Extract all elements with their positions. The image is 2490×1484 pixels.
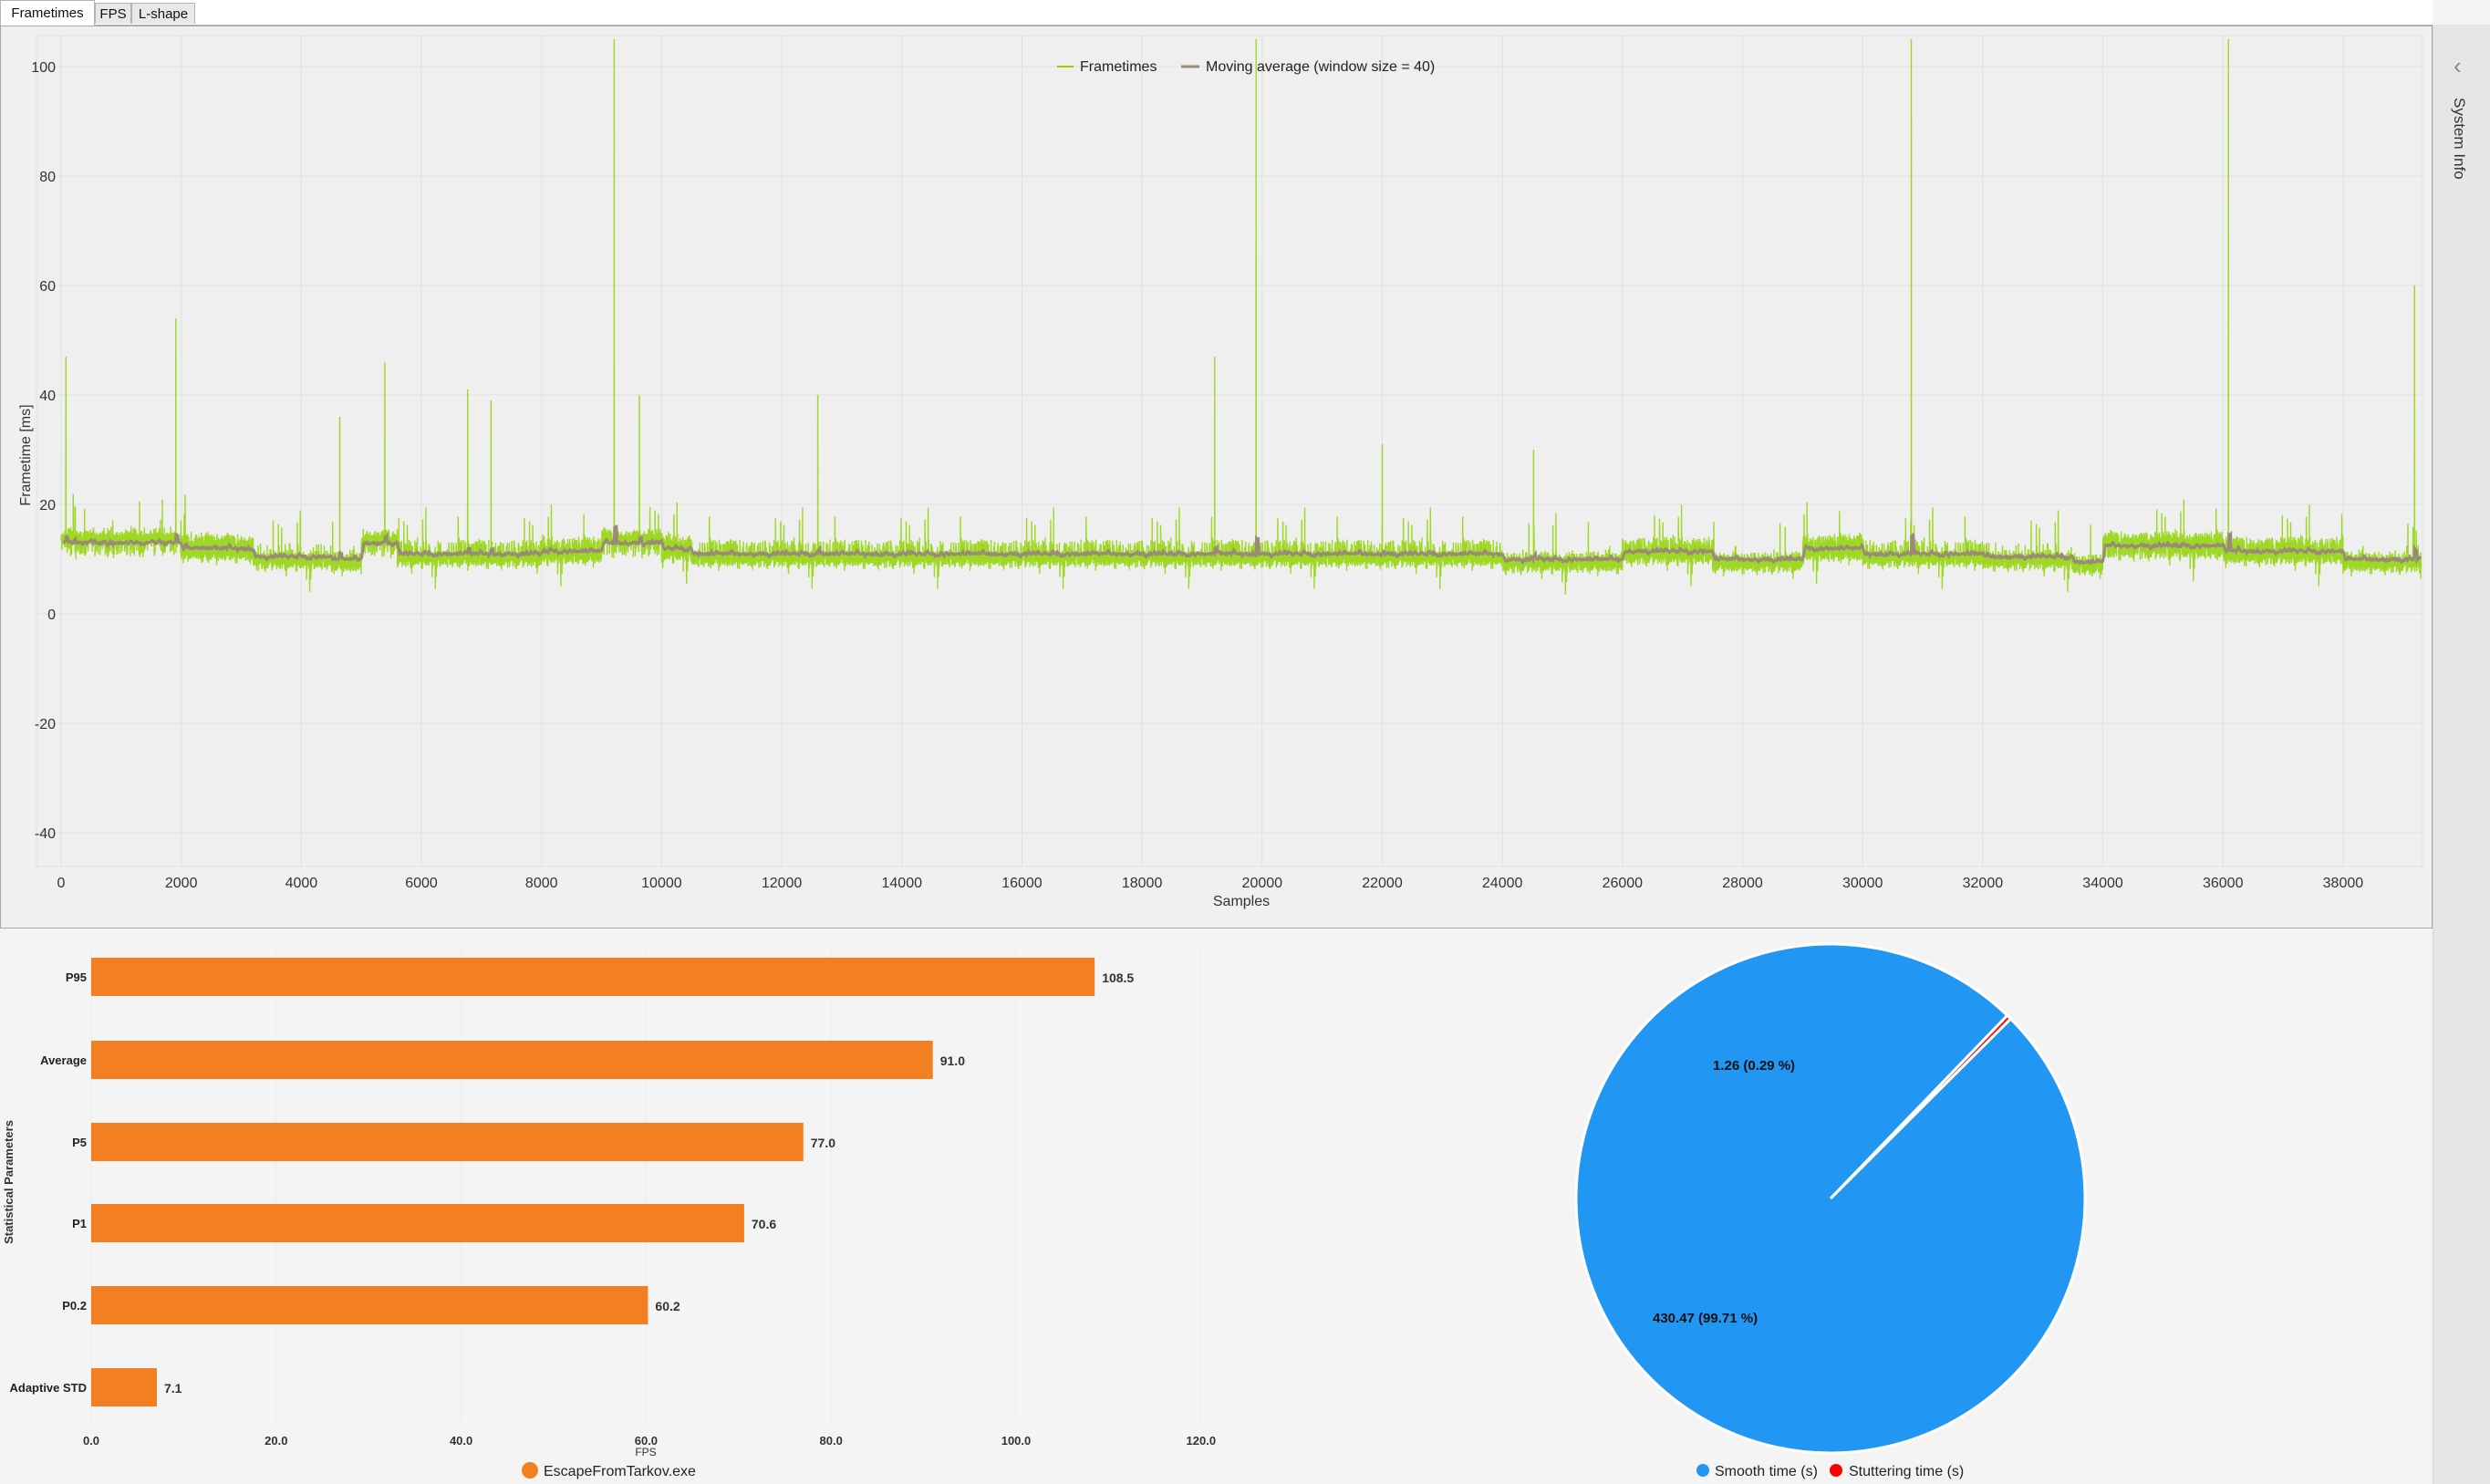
x-tick-label: 26000 xyxy=(1603,876,1644,891)
pie-label-stuttering: 1.26 (0.29 %) xyxy=(1713,1058,1795,1074)
x-tick-label: 6000 xyxy=(405,876,438,891)
x-tick-label: 24000 xyxy=(1482,876,1523,891)
bar-p1 xyxy=(91,1204,744,1242)
legend-stuttering-swatch xyxy=(1830,1464,1842,1477)
x-tick-label: 10000 xyxy=(641,876,682,891)
bar-adaptive-std xyxy=(91,1368,157,1406)
x-tick-label: 34000 xyxy=(2082,876,2123,891)
x-tick-label: 20000 xyxy=(1242,876,1283,891)
x-tick-label: 60.0 xyxy=(635,1434,658,1448)
bar-average xyxy=(91,1041,933,1079)
y-tick-label: -40 xyxy=(35,826,56,842)
moving-average-series-line xyxy=(63,524,2423,566)
y-tick-label: 0 xyxy=(47,607,56,623)
category-label: P5 xyxy=(72,1136,87,1149)
pie-slice-stuttering xyxy=(1829,1013,2013,1200)
tab-bar: Frametimes FPS L-shape xyxy=(0,0,2433,26)
bar-p0-2 xyxy=(91,1286,648,1324)
system-info-label[interactable]: System Info xyxy=(2451,98,2468,180)
x-tick-label: 14000 xyxy=(882,876,923,891)
bar-value-label: 60.2 xyxy=(655,1299,680,1313)
x-tick-label: 16000 xyxy=(1001,876,1043,891)
y-tick-label: -20 xyxy=(35,717,56,732)
y-tick-label: 80 xyxy=(39,170,56,185)
x-tick-label: 38000 xyxy=(2323,876,2364,891)
legend-frametimes-label: Frametimes xyxy=(1080,59,1157,75)
bar-value-label: 91.0 xyxy=(940,1053,965,1068)
y-tick-label: 100 xyxy=(31,60,56,76)
bar-value-label: 70.6 xyxy=(752,1217,776,1231)
stutter-pie-chart: 1.26 (0.29 %) 430.47 (99.71 %) Smooth time… xyxy=(1574,942,2087,1479)
frametimes-chart: 100 80 60 40 20 0 -20 -40 0 2000 4000 6000 8000 10000… xyxy=(18,35,2423,909)
legend-label: EscapeFromTarkov.exe xyxy=(544,1464,696,1479)
category-label: P1 xyxy=(72,1217,87,1230)
x-tick-label: 4000 xyxy=(285,876,318,891)
x-axis-title: FPS xyxy=(635,1446,656,1458)
plot-area xyxy=(36,35,2423,867)
bar-value-label: 108.5 xyxy=(1102,970,1134,985)
frametimes-chart-panel: 100 80 60 40 20 0 -20 -40 0 2000 4000 6000 8000 10000… xyxy=(0,26,2433,929)
y-axis-title: Statistical Parameters xyxy=(2,1120,16,1244)
bar-p95 xyxy=(91,958,1095,996)
x-tick-label: 32000 xyxy=(1963,876,2004,891)
x-tick-label: 30000 xyxy=(1842,876,1883,891)
x-tick-label: 120.0 xyxy=(1187,1434,1217,1448)
tab-frametimes[interactable]: Frametimes xyxy=(0,0,95,26)
statistics-bar-chart: 0.0 20.0 40.0 60.0 80.0 100.0 120.0 P95 108.5 Ave… xyxy=(2,947,1217,1479)
y-axis-title: Frametime [ms] xyxy=(18,404,34,505)
x-tick-label: 20.0 xyxy=(265,1434,287,1448)
x-tick-label: 100.0 xyxy=(1001,1434,1032,1448)
legend-moving-average-label: Moving average (window size = 40) xyxy=(1206,59,1435,75)
x-tick-label: 12000 xyxy=(762,876,803,891)
legend-swatch xyxy=(522,1462,538,1479)
category-label: P0.2 xyxy=(62,1299,87,1313)
x-tick-label: 40.0 xyxy=(450,1434,472,1448)
category-label: P95 xyxy=(66,970,87,984)
bar-p5 xyxy=(91,1123,804,1161)
statistics-area: 0.0 20.0 40.0 60.0 80.0 100.0 120.0 P95 108.5 Ave… xyxy=(0,929,2433,1484)
y-tick-label: 20 xyxy=(39,498,56,514)
y-tick-label: 60 xyxy=(39,279,56,295)
x-tick-label: 0.0 xyxy=(83,1434,99,1448)
bar-value-label: 7.1 xyxy=(164,1381,182,1396)
legend-stuttering-label: Stuttering time (s) xyxy=(1849,1464,1964,1479)
category-label: Average xyxy=(40,1053,87,1067)
x-tick-label: 2000 xyxy=(165,876,198,891)
x-tick-label: 18000 xyxy=(1122,876,1163,891)
x-axis-title: Samples xyxy=(1213,894,1270,909)
x-tick-label: 36000 xyxy=(2203,876,2244,891)
chevron-left-icon[interactable]: ‹ xyxy=(2454,52,2462,79)
legend-smooth-swatch xyxy=(1696,1464,1709,1477)
pie-label-smooth: 430.47 (99.71 %) xyxy=(1653,1311,1758,1326)
x-tick-label: 28000 xyxy=(1722,876,1763,891)
legend-smooth-label: Smooth time (s) xyxy=(1715,1464,1818,1479)
x-tick-label: 80.0 xyxy=(820,1434,843,1448)
tab-fps[interactable]: FPS xyxy=(95,3,131,24)
x-tick-label: 8000 xyxy=(525,876,558,891)
bar-value-label: 77.0 xyxy=(811,1136,835,1150)
system-info-sidebar[interactable]: ‹ System Info xyxy=(2433,25,2490,1484)
category-label: Adaptive STD xyxy=(9,1381,87,1395)
tab-l-shape[interactable]: L-shape xyxy=(131,3,195,24)
x-tick-label: 0 xyxy=(57,876,66,891)
y-tick-label: 40 xyxy=(39,389,56,404)
x-tick-label: 22000 xyxy=(1362,876,1403,891)
